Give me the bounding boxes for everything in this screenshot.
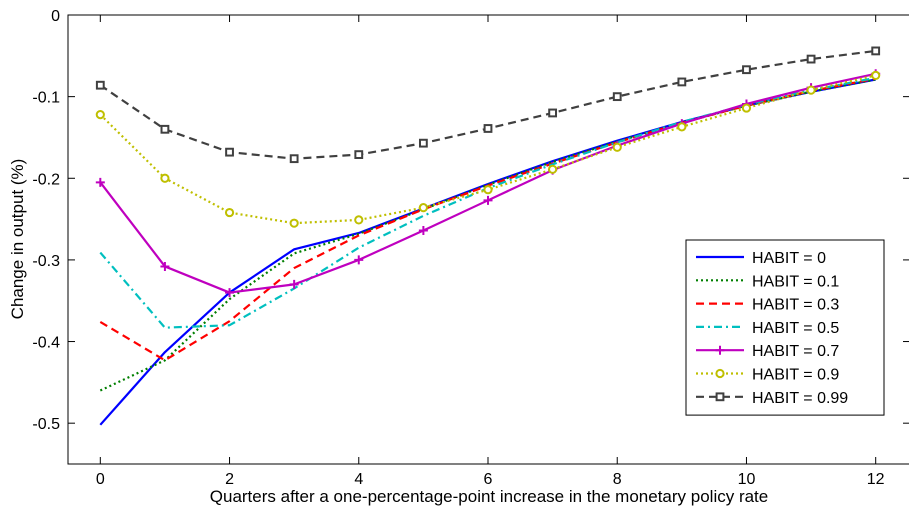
- legend-marker: [715, 392, 725, 402]
- legend-entry: HABIT = 0: [696, 250, 826, 267]
- legend-entry: HABIT = 0.1: [696, 273, 839, 290]
- data-point: [483, 185, 493, 195]
- y-tick-label: -0.1: [32, 90, 60, 107]
- data-point: [95, 109, 105, 120]
- x-axis-label: Quarters after a one-percentage-point in…: [210, 487, 768, 506]
- data-point: [806, 54, 816, 64]
- data-point: [612, 92, 622, 102]
- x-tick-label: 8: [613, 471, 622, 488]
- data-point: [95, 177, 105, 187]
- data-point: [225, 147, 234, 157]
- data-point: [871, 70, 881, 81]
- x-tick-label: 2: [225, 471, 234, 488]
- data-point: [289, 279, 299, 289]
- legend: HABIT = 0 HABIT = 0.1 HABIT = 0.3 HABIT = 0…: [685, 239, 885, 416]
- axes-frame: [67, 14, 909, 465]
- data-point: [289, 218, 299, 228]
- y-tick-label: 0: [51, 8, 60, 25]
- y-axis-label: Change in output (%): [8, 159, 27, 320]
- x-tick-label: 12: [867, 471, 885, 488]
- data-point: [354, 255, 364, 265]
- data-point: [741, 103, 752, 113]
- x-tick-label: 0: [96, 471, 105, 488]
- y-tick-label: -0.3: [32, 253, 60, 270]
- data-point: [95, 80, 105, 90]
- x-tick-label: 10: [738, 471, 756, 488]
- data-point: [160, 261, 170, 271]
- legend-label: HABIT = 0.3: [752, 297, 839, 314]
- data-point: [677, 122, 687, 132]
- legend-label: HABIT = 0.9: [752, 367, 839, 384]
- legend-label: HABIT = 0.99: [752, 390, 848, 407]
- legend-entry: HABIT = 0.9: [696, 367, 839, 384]
- data-point: [418, 138, 428, 148]
- data-point: [354, 215, 364, 225]
- legend-label: HABIT = 0.7: [752, 343, 839, 360]
- legend-label: HABIT = 0.1: [752, 273, 839, 290]
- data-point: [548, 164, 558, 174]
- legend-marker: [715, 345, 725, 355]
- data-point: [742, 65, 751, 75]
- series-layer: [95, 46, 881, 426]
- data-point: [612, 142, 622, 152]
- data-point: [677, 77, 687, 87]
- data-point: [354, 150, 364, 159]
- data-point: [225, 288, 235, 298]
- y-tick-label: -0.5: [32, 416, 60, 433]
- data-point: [289, 154, 299, 164]
- legend-label: HABIT = 0: [752, 250, 826, 267]
- data-point: [548, 108, 558, 118]
- legend-label: HABIT = 0.5: [752, 320, 839, 337]
- series-6: [95, 46, 881, 164]
- data-point: [871, 46, 881, 56]
- legend-marker: [715, 368, 725, 379]
- data-point: [224, 207, 235, 218]
- data-point: [483, 195, 493, 205]
- y-tick-label: -0.4: [32, 335, 60, 352]
- legend-entry: HABIT = 0.99: [696, 390, 848, 407]
- axes-layer: 0 2 4 6 8 10 12 0 -0.1 -0.2 -0.3 -0.4 -0.5: [32, 8, 909, 488]
- y-tick-label: -0.2: [32, 171, 60, 188]
- x-tick-label: 6: [484, 471, 493, 488]
- legend-entry: HABIT = 0.7: [696, 343, 839, 360]
- data-point: [418, 203, 428, 213]
- legend-entry: HABIT = 0.5: [696, 320, 839, 337]
- series-5: [95, 70, 881, 228]
- data-point: [806, 85, 816, 95]
- x-tick-label: 4: [354, 471, 363, 488]
- data-point: [160, 173, 170, 183]
- legend-entry: HABIT = 0.3: [696, 297, 839, 314]
- data-point: [483, 124, 493, 133]
- data-point: [160, 124, 170, 134]
- data-point: [418, 226, 428, 236]
